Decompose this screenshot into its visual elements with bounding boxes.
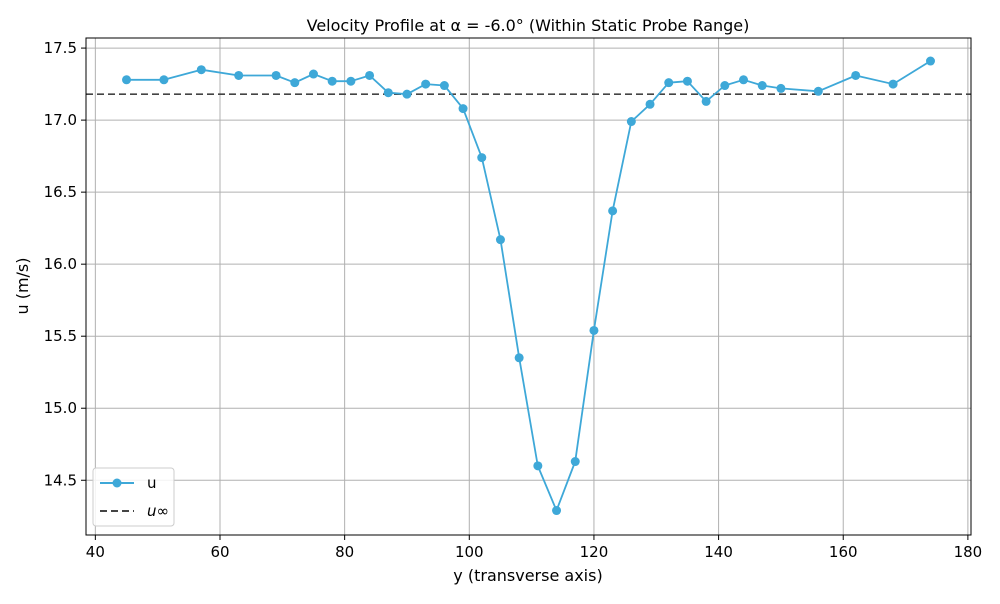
data-point-u xyxy=(196,65,206,75)
data-point-u xyxy=(290,78,300,88)
plot-frame xyxy=(85,37,972,536)
legend-marker-u xyxy=(112,478,122,488)
data-point-u xyxy=(327,76,337,86)
x-axis-ticks: 40 60 80 100 120 140 160 180 xyxy=(86,535,982,561)
data-point-u xyxy=(495,235,505,245)
data-point-u xyxy=(757,81,767,91)
y-axis-label: u (m/s) xyxy=(13,257,32,314)
data-point-u xyxy=(383,88,393,98)
data-point-u xyxy=(720,81,730,91)
grid-layer xyxy=(86,38,971,535)
data-point-u xyxy=(851,70,861,80)
data-point-u xyxy=(664,78,674,88)
data-point-u xyxy=(925,56,935,66)
data-point-u xyxy=(159,75,169,85)
data-point-u xyxy=(552,506,562,516)
y-tick-label: 16.5 xyxy=(44,183,77,201)
data-point-u xyxy=(739,75,749,85)
y-tick-label: 14.5 xyxy=(44,471,77,489)
x-tick-label: 40 xyxy=(86,543,105,561)
data-point-u xyxy=(271,70,281,80)
y-tick-label: 15.5 xyxy=(44,327,77,345)
x-tick-label: 100 xyxy=(455,543,484,561)
data-point-u xyxy=(626,117,636,127)
x-tick-label: 140 xyxy=(704,543,733,561)
x-tick-label: 120 xyxy=(580,543,609,561)
legend-label-u-inf: u∞ xyxy=(147,502,169,520)
y-tick-label: 15.0 xyxy=(44,399,77,417)
x-axis-label: y (transverse axis) xyxy=(453,566,602,585)
y-tick-label: 17.0 xyxy=(44,111,77,129)
legend: u u∞ xyxy=(92,467,175,527)
y-tick-label: 16.0 xyxy=(44,255,77,273)
data-point-u xyxy=(458,104,468,114)
data-point-u xyxy=(402,89,412,99)
data-point-u xyxy=(346,76,356,86)
legend-label-u: u xyxy=(147,474,157,492)
x-tick-label: 60 xyxy=(210,543,229,561)
x-tick-label: 160 xyxy=(829,543,858,561)
x-tick-label: 80 xyxy=(335,543,354,561)
y-axis-ticks: 14.5 15.0 15.5 16.0 16.5 17.0 17.5 xyxy=(44,39,86,489)
data-point-u xyxy=(645,99,655,109)
data-point-u xyxy=(122,75,132,85)
series-line-u xyxy=(126,60,931,512)
data-point-u xyxy=(682,76,692,86)
data-point-u xyxy=(608,206,618,216)
x-tick-label: 180 xyxy=(954,543,983,561)
data-point-u xyxy=(308,69,318,79)
data-point-u xyxy=(514,353,524,363)
data-point-u xyxy=(421,79,431,89)
y-tick-label: 17.5 xyxy=(44,39,77,57)
data-point-u xyxy=(701,96,711,106)
data-point-u xyxy=(234,70,244,80)
data-point-u xyxy=(570,457,580,467)
data-point-u xyxy=(477,153,487,163)
data-point-u xyxy=(888,79,898,89)
data-point-u xyxy=(439,81,449,91)
data-point-u xyxy=(776,83,786,93)
data-point-u xyxy=(365,70,375,80)
data-point-u xyxy=(589,325,599,335)
data-point-u xyxy=(533,461,543,471)
series-layer xyxy=(122,56,935,516)
data-point-u xyxy=(813,86,823,96)
chart-title: Velocity Profile at α = -6.0° (Within St… xyxy=(307,16,750,35)
